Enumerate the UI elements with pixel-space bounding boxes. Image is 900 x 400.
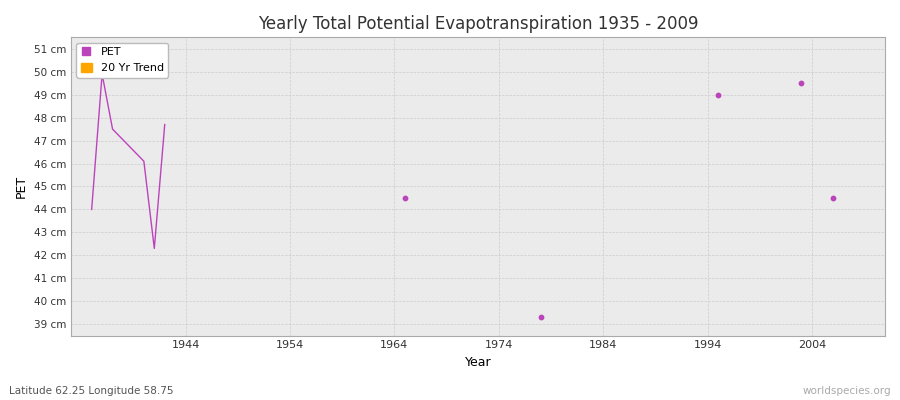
Point [711, 92, 725, 98]
Point [795, 80, 809, 86]
Point [825, 195, 840, 201]
X-axis label: Year: Year [464, 356, 491, 369]
Title: Yearly Total Potential Evapotranspiration 1935 - 2009: Yearly Total Potential Evapotranspiratio… [257, 15, 698, 33]
Point [398, 195, 412, 201]
Text: worldspecies.org: worldspecies.org [803, 386, 891, 396]
Legend: PET, 20 Yr Trend: PET, 20 Yr Trend [76, 43, 168, 78]
Point [534, 314, 548, 320]
Y-axis label: PET: PET [15, 175, 28, 198]
Text: Latitude 62.25 Longitude 58.75: Latitude 62.25 Longitude 58.75 [9, 386, 174, 396]
